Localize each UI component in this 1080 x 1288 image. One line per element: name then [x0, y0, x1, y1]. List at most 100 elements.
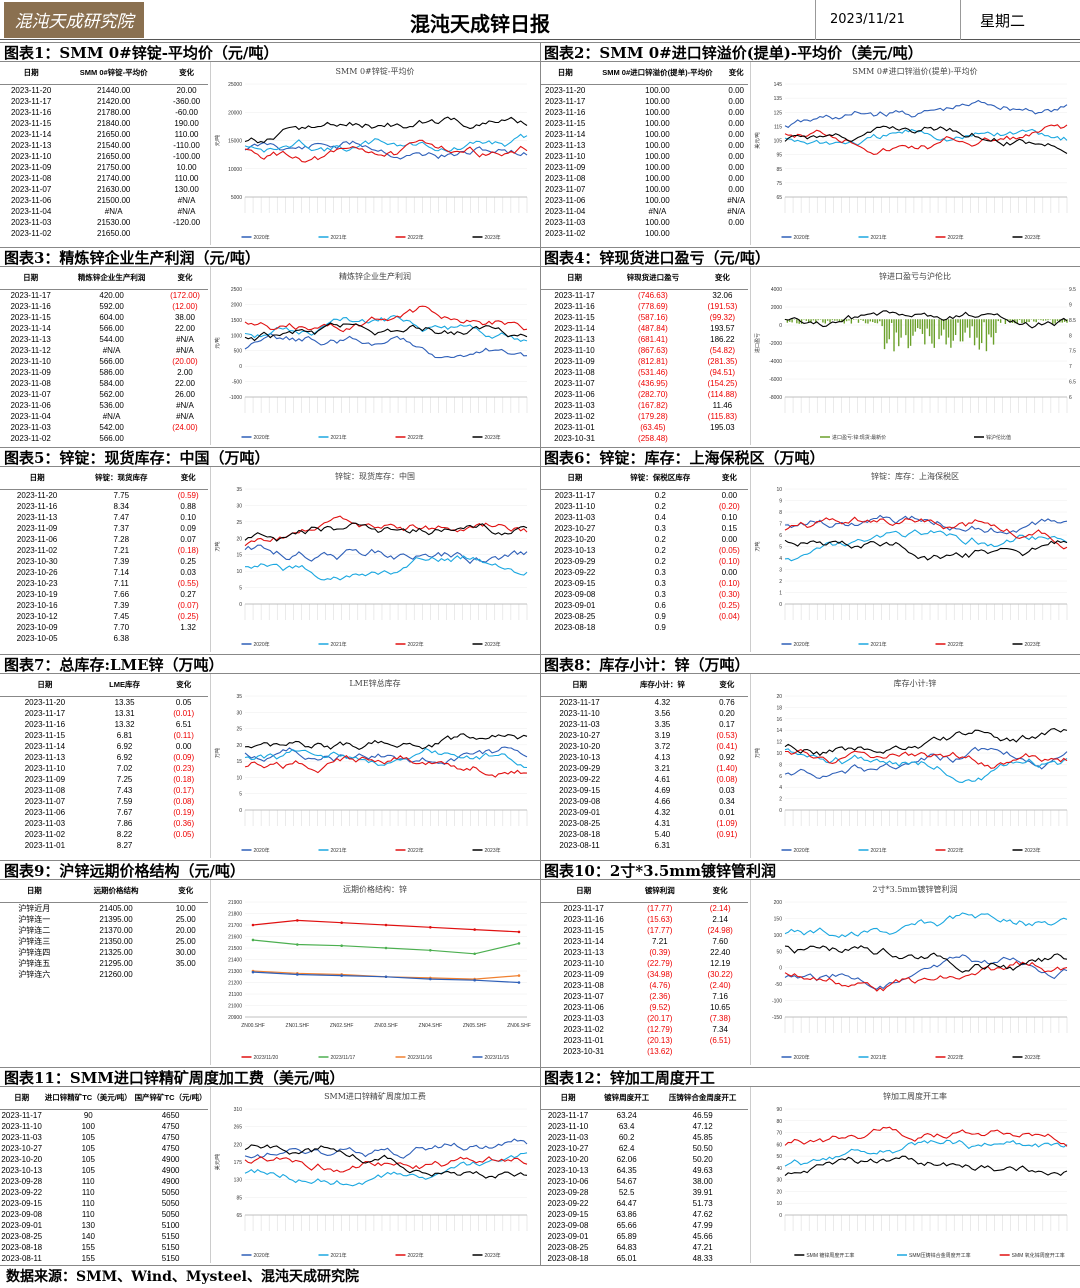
- table-cell: [692, 1046, 748, 1057]
- table-cell: 12.19: [710, 958, 731, 968]
- table-cell: 2023-10-05: [16, 633, 58, 643]
- chart-panel-10: 图表10：2寸*3.5mm镀锌管利润 日期 镀锌利润 变化 2023-11-17 (17.…: [540, 860, 1080, 1067]
- table-cell: 5100: [161, 1220, 180, 1230]
- y-axis-label: 万吨: [754, 748, 761, 758]
- table-cell: 21650.00: [97, 129, 131, 139]
- legend-label: 2022年: [408, 1252, 424, 1259]
- table-cell: 7.43: [116, 785, 133, 795]
- y-tick-label: 10: [236, 569, 242, 575]
- table-cell: 38.00: [174, 312, 195, 322]
- y-tick-label: 21400: [228, 958, 242, 964]
- table-cell: 2023-10-13: [547, 1165, 589, 1175]
- y-tick-label: 65: [776, 195, 782, 201]
- series-line: [244, 140, 528, 160]
- table-cell: 2023-11-03: [559, 719, 600, 729]
- table-cell: 2023-08-18: [554, 622, 596, 632]
- table-cell: 50.50: [692, 1143, 713, 1153]
- table-cell: 21370.00: [99, 925, 133, 935]
- column-header: 日期: [540, 1087, 596, 1110]
- panel-title: 图表11：SMM进口锌精矿周度加工费（美元/吨）: [0, 1067, 540, 1087]
- table-cell: 2023-11-04: [545, 206, 586, 216]
- table-cell: 21405.00: [99, 903, 133, 913]
- table-cell: 0.00: [175, 741, 192, 751]
- table-cell: 2023-08-25: [547, 1242, 589, 1252]
- y-tick-label: 60: [776, 1142, 782, 1148]
- table-row: 2023-11-13 (0.39) 22.40: [540, 947, 748, 958]
- table-cell: 8.34: [113, 501, 130, 511]
- table-cell: 4.66: [654, 796, 671, 806]
- series-line: [784, 529, 1068, 562]
- table-cell: 2023-11-13: [24, 752, 66, 762]
- table-row: 2023-11-06 7.67 (0.19): [0, 807, 208, 818]
- line-chart: 2寸*3.5mm镀锌管利润 200 150 100 50 0 -50 -100 -150 2020…: [750, 880, 1078, 1065]
- table-cell: 6.92: [116, 752, 133, 762]
- table-cell: 22.00: [174, 323, 195, 333]
- table-cell: (63.45): [640, 422, 666, 432]
- legend-label: 2022年: [948, 234, 964, 241]
- table-cell: 100.00: [645, 184, 670, 194]
- table-cell: (24.00): [172, 422, 198, 432]
- y-tick-label: 10: [236, 775, 242, 781]
- legend-label: 2023年: [1025, 1054, 1041, 1061]
- table-cell: 21395.00: [99, 914, 133, 924]
- table-cell: 100.00: [645, 162, 670, 172]
- data-table: 日期 LME库存 变化 2023-11-20 13.35 0.05 2023-11-17 13…: [0, 674, 208, 851]
- table-row: 2023-11-16 (15.63) 2.14: [540, 914, 748, 925]
- chart-panel-3: 图表3：精炼锌企业生产利润（元/吨） 日期 精炼锌企业生产利润 变化 2023-11-1…: [0, 247, 540, 447]
- table-cell: 64.35: [616, 1165, 637, 1175]
- table-cell: 0.03: [180, 567, 196, 577]
- table-cell: (94.51): [709, 367, 736, 377]
- table-row: 2023-09-29 3.21 (1.40): [540, 763, 748, 774]
- column-header: 精炼锌企业生产利润: [61, 267, 162, 290]
- table-cell: 21740.00: [97, 173, 131, 183]
- table-row: 2023-09-01 0.6 (0.25): [540, 600, 748, 611]
- series-line: [245, 555, 528, 581]
- y-tick-label: 8: [779, 762, 782, 768]
- table-cell: 2023-10-13: [1, 1165, 43, 1175]
- table-cell: 50.20: [692, 1154, 713, 1164]
- y-tick-label: 0: [779, 966, 782, 972]
- table-row: 2023-11-03 21530.00 -120.00: [0, 217, 208, 228]
- chart-panel-6: 图表6：锌锭：库存：上海保税区（万吨） 日期 锌锭：保税区库存 变化 2023-11-1…: [540, 447, 1080, 654]
- table-row: 2023-10-20 105 4900: [0, 1154, 208, 1165]
- table-cell: 2023-10-13: [554, 545, 596, 555]
- column-header: 进口锌精矿TC（美元/吨）: [43, 1087, 134, 1110]
- table-cell: 2023-09-15: [1, 1198, 43, 1208]
- chart-panel-11: 图表11：SMM进口锌精矿周度加工费（美元/吨） 日期 进口锌精矿TC（美元/吨）国…: [0, 1067, 540, 1265]
- legend-label: 2021年: [871, 847, 887, 854]
- table-cell: [162, 433, 208, 444]
- legend-label: 2020年: [254, 847, 270, 854]
- table-cell: 110: [81, 1198, 95, 1208]
- y-tick-label: 20900: [228, 1015, 242, 1021]
- table-cell: 51.73: [692, 1198, 713, 1208]
- legend-label: 进口盈亏:锌:现货:最新价: [832, 434, 886, 441]
- table-cell: 2023-11-02: [10, 228, 52, 238]
- table-cell: 2023-09-22: [559, 774, 601, 784]
- table-cell: (115.83): [707, 411, 737, 421]
- table-row: 沪锌连三 21350.00 25.00: [0, 936, 208, 947]
- y-tick-label: 0: [779, 323, 782, 329]
- table-cell: (2.40): [709, 980, 731, 990]
- table-cell: 2023-11-16: [545, 107, 586, 117]
- table-row: 2023-11-15 100.00 0.00: [540, 118, 748, 129]
- table-cell: 2023-10-23: [16, 578, 58, 588]
- y-tick-label: 21200: [228, 981, 242, 987]
- column-header: 国产锌矿TC（元/吨）: [133, 1087, 208, 1110]
- data-table: 日期 镀锌周度开工 压铸锌合金周度开工 2023-11-17 63.24 46.59 202…: [540, 1087, 748, 1264]
- table-cell: 2023-11-01: [554, 422, 595, 432]
- y-tick-label: 0: [779, 808, 782, 814]
- table-cell: 65.89: [616, 1231, 637, 1241]
- y-tick-label: -100: [772, 999, 782, 1005]
- table-cell: 105: [81, 1132, 95, 1142]
- table-row: 2023-10-23 7.11 (0.55): [0, 578, 208, 589]
- table-cell: 3.56: [654, 708, 671, 718]
- table-cell: [711, 622, 748, 633]
- table-row: 2023-11-08 21740.00 110.00: [0, 173, 208, 184]
- column-header: 变化: [159, 674, 208, 697]
- table-cell: 47.12: [692, 1121, 713, 1131]
- y-tick-label: 21600: [228, 935, 242, 941]
- table-cell: 190.00: [174, 118, 199, 128]
- legend-label: 锌沪伦比值: [986, 434, 1011, 441]
- y-tick-label: 9: [779, 499, 782, 505]
- table-cell: 2023-11-09: [10, 367, 51, 377]
